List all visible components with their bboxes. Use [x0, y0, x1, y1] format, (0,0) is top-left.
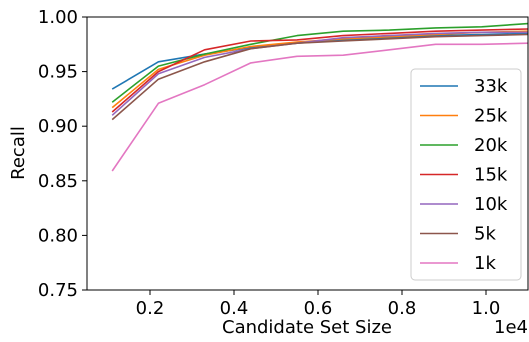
- series-line-10k: [111, 31, 528, 116]
- y-tick-label: 0.75: [38, 280, 78, 301]
- y-tick-label: 0.80: [38, 225, 78, 246]
- plot-frame: [86, 16, 529, 291]
- y-axis-label: Recall: [8, 126, 29, 180]
- series-line-5k: [111, 33, 529, 121]
- legend-label-15k: 15k: [474, 165, 508, 186]
- x-tick-label: 1.0: [472, 298, 501, 319]
- y-axis: 0.75 0.80 0.85 0.90 0.95 1.00: [38, 7, 87, 301]
- y-tick-label: 1.00: [38, 7, 78, 28]
- x-tick-label: 0.2: [136, 298, 165, 319]
- legend-label-1k: 1k: [474, 253, 496, 274]
- y-tick-label: 0.85: [38, 171, 78, 192]
- legend-label-5k: 5k: [474, 224, 496, 245]
- legend-label-20k: 20k: [474, 135, 508, 156]
- series-line-15k: [111, 28, 529, 113]
- legend-frame: [410, 68, 522, 281]
- legend: 33k 25k 20k 15k 10k 5k 1k: [410, 68, 522, 281]
- legend-label-25k: 25k: [474, 106, 508, 127]
- y-tick-label: 0.95: [38, 62, 78, 83]
- x-tick-label: 0.4: [220, 298, 249, 319]
- x-axis-label: Candidate Set Size: [222, 317, 392, 337]
- x-tick-label: 0.6: [304, 298, 333, 319]
- x-axis: 0.2 0.4 0.6 0.8 1.0: [136, 290, 501, 319]
- legend-label-10k: 10k: [474, 194, 508, 215]
- series-layer: [111, 22, 529, 172]
- series-line-1k: [111, 42, 529, 172]
- x-axis-offset-label: 1e4: [494, 317, 528, 337]
- legend-label-33k: 33k: [474, 76, 508, 97]
- y-tick-label: 0.90: [38, 116, 78, 137]
- x-tick-label: 0.8: [388, 298, 417, 319]
